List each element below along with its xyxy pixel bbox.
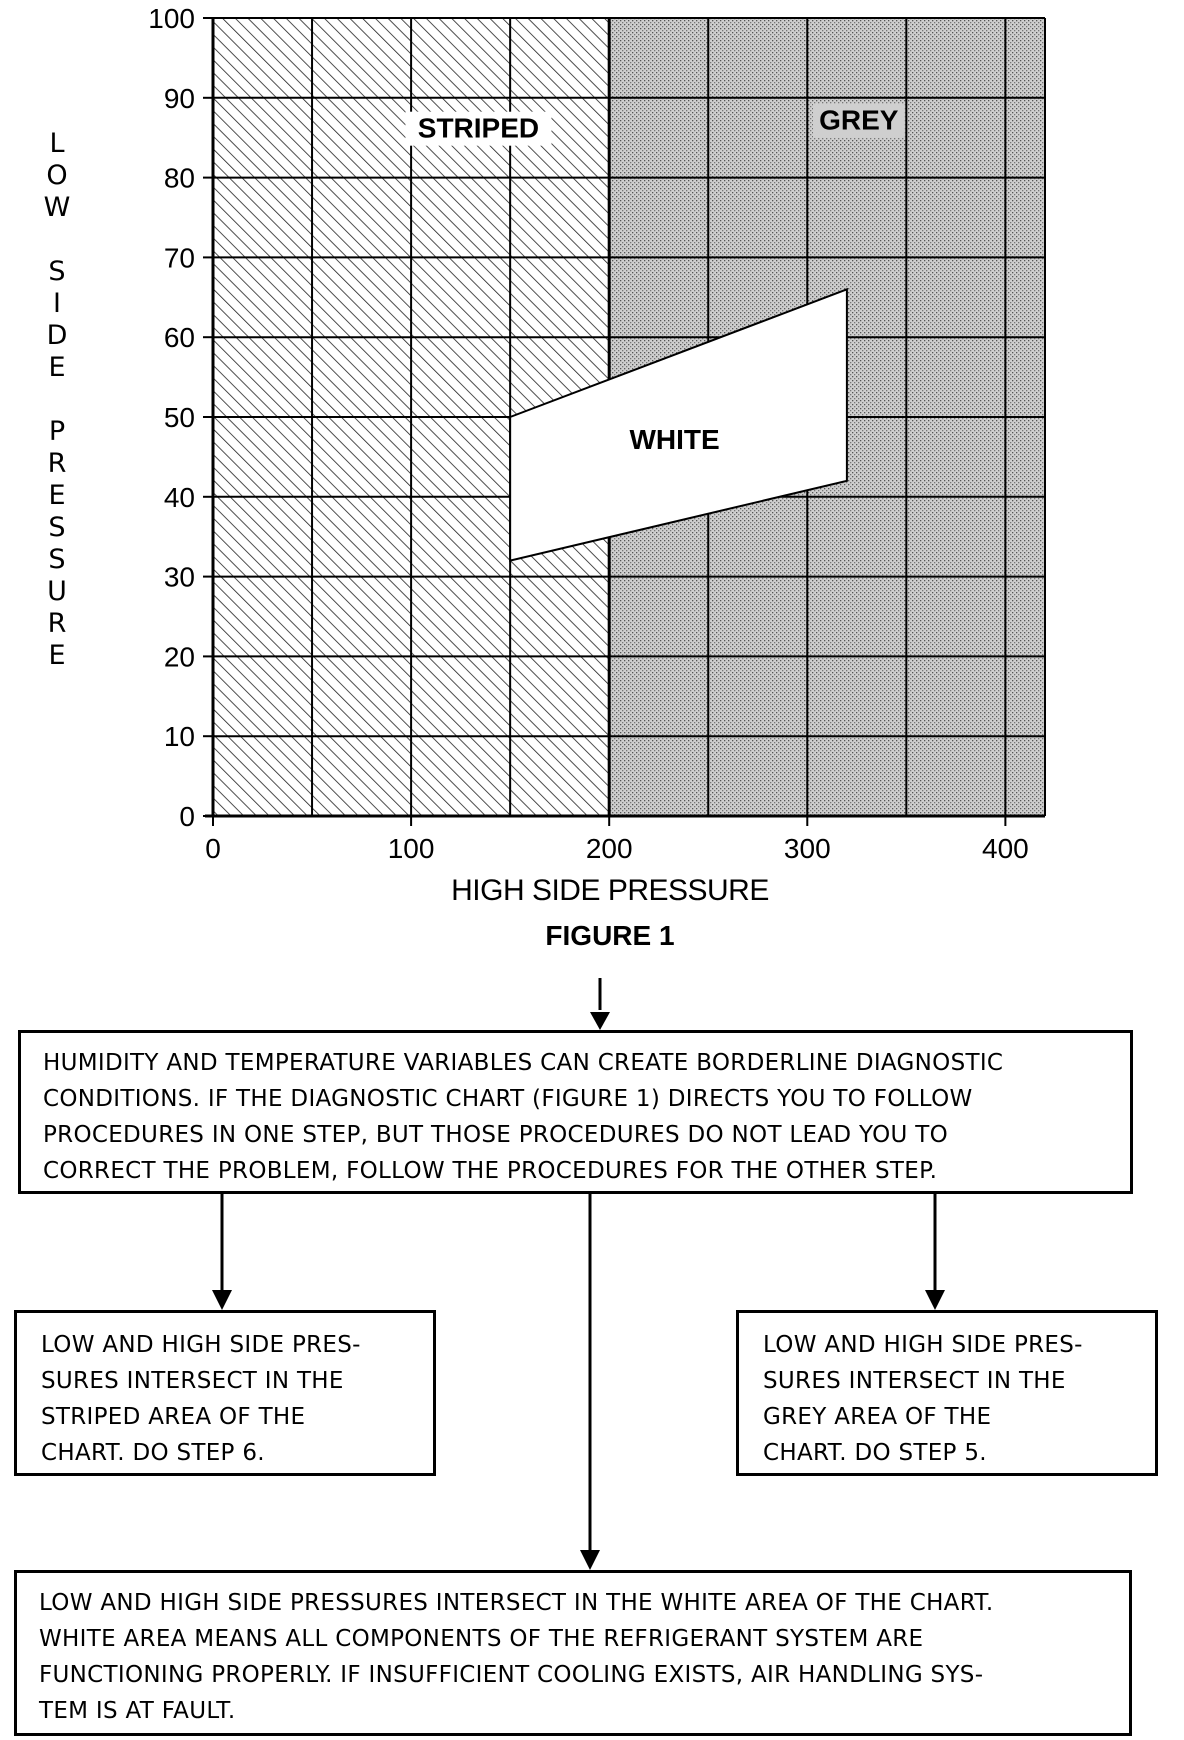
ylabel-letter: U <box>47 576 67 607</box>
y-tick-label-80: 80 <box>164 163 195 194</box>
box-line: CHART. DO STEP 5. <box>763 1440 987 1466</box>
y-tick-label-0: 0 <box>179 801 195 832</box>
box-line: LOW AND HIGH SIDE PRESSURES INTERSECT IN… <box>39 1590 994 1616</box>
ylabel-letter: R <box>47 448 67 479</box>
x-tick-label-0: 0 <box>205 833 221 864</box>
ylabel-letter: O <box>46 160 68 191</box>
ylabel-letter: E <box>48 480 66 511</box>
ylabel-letter: I <box>53 288 61 319</box>
figure-title: FIGURE 1 <box>545 920 675 951</box>
region-label-grey: GREY <box>819 105 899 136</box>
arrowhead-main <box>590 1012 610 1030</box>
box-line: CHART. DO STEP 6. <box>41 1440 265 1466</box>
arrowhead-striped <box>212 1290 232 1310</box>
box-striped-area: LOW AND HIGH SIDE PRES- SURES INTERSECT I… <box>14 1310 436 1476</box>
ylabel-letter: L <box>49 128 65 159</box>
diagnostic-chart: 0 10 20 30 40 50 60 70 80 90 100 0 100 200 300 400 STRIP… <box>148 3 1046 864</box>
box-borderline-conditions: HUMIDITY AND TEMPERATURE VARIABLES CAN C… <box>18 1030 1133 1194</box>
box-line: SURES INTERSECT IN THE <box>763 1368 1066 1394</box>
ylabel-letter: D <box>46 320 68 351</box>
y-tick-label-100: 100 <box>148 3 195 34</box>
ylabel-letter: S <box>48 512 66 543</box>
x-tick-label-400: 400 <box>982 833 1029 864</box>
box-line: TEM IS AT FAULT. <box>39 1698 236 1724</box>
x-tick-label-300: 300 <box>784 833 831 864</box>
box-line: SURES INTERSECT IN THE <box>41 1368 344 1394</box>
x-axis-label: HIGH SIDE PRESSURE <box>451 874 769 907</box>
box-line: FUNCTIONING PROPERLY. IF INSUFFICIENT CO… <box>39 1662 984 1688</box>
y-tick-label-20: 20 <box>164 641 195 672</box>
arrowhead-white <box>580 1550 600 1570</box>
region-label-white: WHITE <box>629 424 719 455</box>
box-line: LOW AND HIGH SIDE PRES- <box>41 1332 361 1358</box>
box-line: WHITE AREA MEANS ALL COMPONENTS OF THE R… <box>39 1626 924 1652</box>
y-tick-label-70: 70 <box>164 242 195 273</box>
x-tick-label-200: 200 <box>586 833 633 864</box>
box-line: HUMIDITY AND TEMPERATURE VARIABLES CAN C… <box>43 1050 1004 1076</box>
region-white <box>509 287 848 562</box>
y-tick-label-40: 40 <box>164 482 195 513</box>
box-line: GREY AREA OF THE <box>763 1404 992 1430</box>
ylabel-letter: R <box>47 608 67 639</box>
box-line: STRIPED AREA OF THE <box>41 1404 306 1430</box>
region-label-bg-grey <box>812 103 905 138</box>
box-line: LOW AND HIGH SIDE PRES- <box>763 1332 1083 1358</box>
arrowhead-grey <box>925 1290 945 1310</box>
box-line: CORRECT THE PROBLEM, FOLLOW THE PROCEDUR… <box>43 1158 938 1184</box>
region-label-striped: STRIPED <box>418 113 539 144</box>
ylabel-letter: E <box>48 352 66 383</box>
y-tick-label-60: 60 <box>164 322 195 353</box>
box-white-area: LOW AND HIGH SIDE PRESSURES INTERSECT IN… <box>14 1570 1132 1736</box>
y-tick-label-50: 50 <box>164 402 195 433</box>
ylabel-letter: W <box>43 192 71 223</box>
box-line: CONDITIONS. IF THE DIAGNOSTIC CHART (FIG… <box>43 1086 973 1112</box>
box-grey-area: LOW AND HIGH SIDE PRES- SURES INTERSECT I… <box>736 1310 1158 1476</box>
ylabel-letter: E <box>48 640 66 671</box>
y-tick-label-30: 30 <box>164 562 195 593</box>
x-tick-label-100: 100 <box>388 833 435 864</box>
region-label-bg-striped <box>405 111 552 146</box>
ylabel-letter: S <box>48 544 66 575</box>
y-tick-label-90: 90 <box>164 83 195 114</box>
ylabel-letter: S <box>48 256 66 287</box>
y-tick-label-10: 10 <box>164 721 195 752</box>
ylabel-letter: P <box>48 416 66 447</box>
box-line: PROCEDURES IN ONE STEP, BUT THOSE PROCED… <box>43 1122 949 1148</box>
